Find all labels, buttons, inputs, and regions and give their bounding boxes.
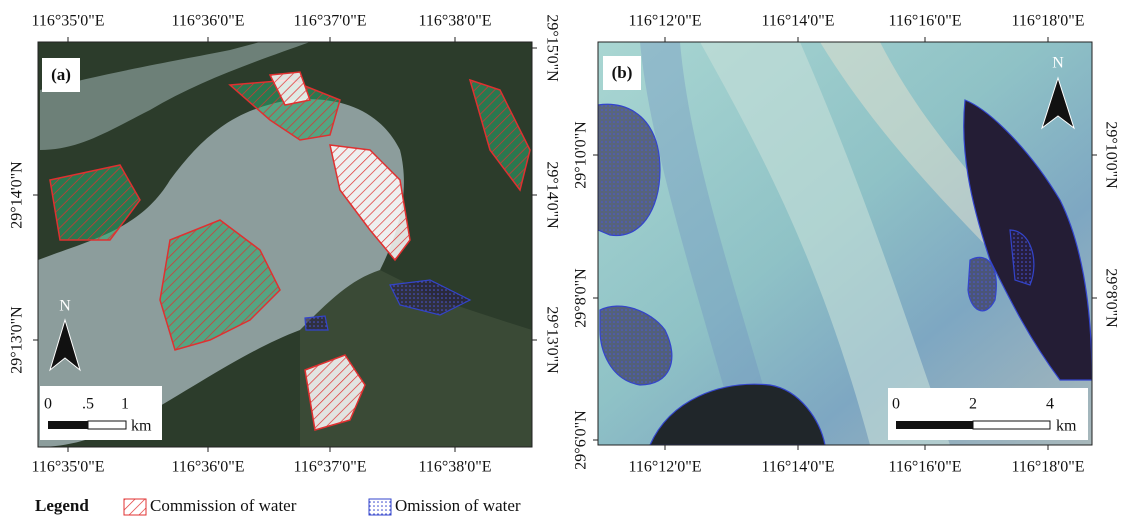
panel-label: (b) <box>612 63 633 82</box>
y-tick-label: 29°14'0"N <box>543 161 560 229</box>
scale-label: 1 <box>121 396 129 413</box>
legend-swatch <box>369 499 391 515</box>
legend-title: Legend <box>35 496 89 515</box>
y-tick-label: 29°8'0"N <box>1102 268 1119 328</box>
scale-label: 0 <box>892 396 900 413</box>
x-tick-label: 116°16'0"E <box>889 13 962 30</box>
scale-label: 4 <box>1046 396 1054 413</box>
x-tick-label: 116°14'0"E <box>762 13 835 30</box>
y-tick-label: 29°13'0"N <box>543 306 560 374</box>
scale-bar <box>973 421 1050 429</box>
x-tick-label: 116°36'0"E <box>172 13 245 30</box>
legend-label: Omission of water <box>395 496 521 515</box>
scale-unit: km <box>1056 418 1077 435</box>
x-tick-label: 116°36'0"E <box>172 459 245 476</box>
y-tick-label: 29°6'0"N <box>573 410 590 470</box>
scale-bar <box>48 421 88 429</box>
scale-bar <box>88 421 126 429</box>
x-tick-label: 116°12'0"E <box>629 459 702 476</box>
north-label: N <box>1052 55 1064 72</box>
scale-unit: km <box>131 418 152 435</box>
map-b <box>598 42 1092 445</box>
y-tick-label: 29°10'0"N <box>1102 121 1119 189</box>
panel-label: (a) <box>51 65 71 84</box>
x-tick-label: 116°38'0"E <box>419 459 492 476</box>
x-tick-label: 116°18'0"E <box>1012 13 1085 30</box>
x-tick-label: 116°35'0"E <box>32 459 105 476</box>
legend-label: Commission of water <box>150 496 297 515</box>
legend-swatch <box>124 499 146 515</box>
figure: (a) (b) N N 0 .5 1 km 0 2 4 km Legend Co… <box>0 0 1121 518</box>
scale-label: 0 <box>44 396 52 413</box>
y-tick-label: 29°10'0"N <box>573 121 590 189</box>
y-tick-label: 29°13'0"N <box>9 306 26 374</box>
scale-label: .5 <box>82 396 94 413</box>
y-tick-label: 29°15'0"N <box>543 14 560 82</box>
x-tick-label: 116°12'0"E <box>629 13 702 30</box>
x-tick-label: 116°18'0"E <box>1012 459 1085 476</box>
scale-label: 2 <box>969 396 977 413</box>
x-tick-label: 116°37'0"E <box>294 459 367 476</box>
scale-bar <box>896 421 973 429</box>
x-tick-label: 116°38'0"E <box>419 13 492 30</box>
x-tick-label: 116°16'0"E <box>889 459 962 476</box>
x-tick-label: 116°37'0"E <box>294 13 367 30</box>
y-tick-label: 29°14'0"N <box>9 161 26 229</box>
y-tick-label: 29°8'0"N <box>573 268 590 328</box>
x-tick-label: 116°14'0"E <box>762 459 835 476</box>
x-tick-label: 116°35'0"E <box>32 13 105 30</box>
north-label: N <box>59 298 71 315</box>
